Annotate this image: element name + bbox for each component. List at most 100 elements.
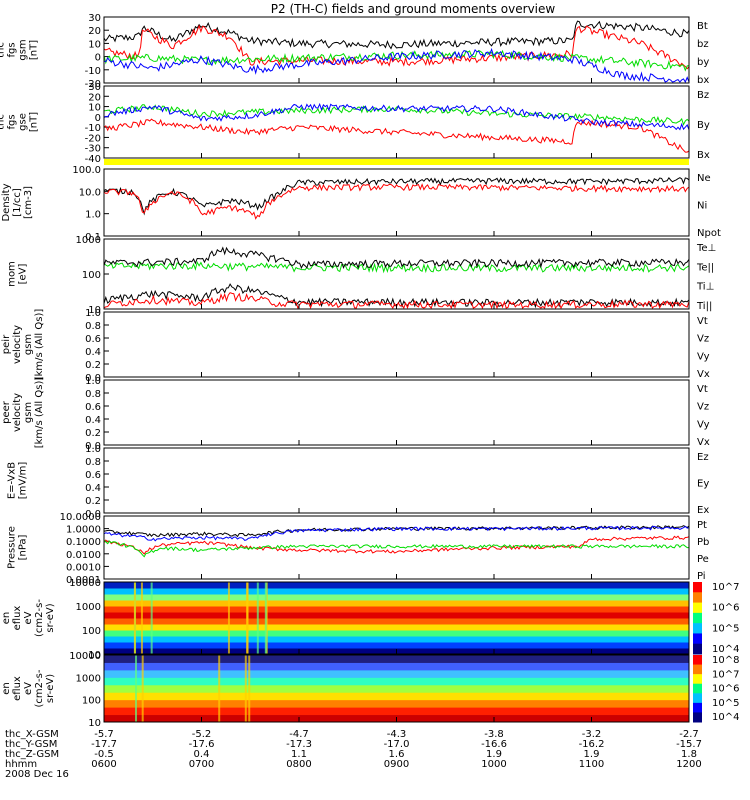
heatmap-streak	[256, 582, 259, 654]
ylabel-line: [cm-3]	[23, 186, 34, 219]
colorbar-step	[693, 633, 702, 645]
ylabel-line: thc	[0, 114, 7, 130]
legend-Te⊥: Te⊥	[696, 243, 716, 254]
ylabel: Pressure[nPa]	[7, 526, 29, 569]
ylabel-line: eV	[23, 682, 34, 695]
ytick-label: 0.6	[85, 334, 101, 345]
ytick-label: 1000	[76, 673, 101, 684]
colorbar-step	[693, 702, 702, 713]
ylabel-line: E=-VxB	[7, 462, 18, 499]
heatmap-streak	[150, 582, 153, 654]
panels: thcfgsgsm[nT]3020100-10-20Btbzbybxthcfgs…	[0, 13, 739, 729]
ytick-label: 0.1000	[66, 537, 101, 548]
panel-frame	[103, 311, 690, 378]
heatmap-streak	[133, 582, 136, 654]
ylabel-line: fgs	[7, 114, 18, 129]
ylabel-line: thc	[0, 405, 1, 421]
ytick-label: 1.0	[85, 210, 101, 221]
ylabel: thcpeervelocitygsm[km/s (All Qs)]	[0, 377, 45, 449]
ytick-label: 0.0100	[66, 550, 101, 561]
ytick-label: 1.0	[85, 376, 101, 387]
ylabel: E=-VxB[mV/m]	[7, 462, 29, 500]
time-axis-value: -4.3	[387, 729, 407, 740]
colorbar: 10^7 10^6 10^5 10^4	[693, 582, 739, 655]
legend-Ex: Ex	[697, 505, 709, 516]
ytick-label: 0.8	[85, 321, 101, 332]
legend-Pe: Pe	[697, 554, 709, 565]
time-axis-value: -3.2	[582, 729, 602, 740]
time-axis-value: 1.8	[681, 749, 697, 760]
ytick-label: -10	[85, 66, 101, 77]
panel-frame	[103, 379, 690, 446]
ylabel-line: peer	[0, 676, 1, 700]
legend-Ti||: Ti||	[696, 301, 712, 312]
legend-Vx: Vx	[697, 437, 710, 448]
ylabel-line: [km/s (All Qs)]	[34, 377, 45, 449]
heatmap-band	[104, 618, 689, 625]
ytick-label: 0.6	[85, 470, 101, 481]
heatmap-band	[104, 606, 689, 613]
colorbar-label: 10^8	[712, 655, 739, 666]
legend-Vz: Vz	[697, 334, 709, 345]
ylabel-line: peir	[1, 334, 12, 354]
ytick-label: 0.4	[85, 347, 101, 358]
time-axis: thc_X-GSM -5.7 -5.2 -4.7 -4.3 -3.8 -3.2 -2.7 thc…	[5, 729, 702, 770]
time-axis-value: 1.9	[584, 749, 600, 760]
ytick-label: -30	[85, 144, 101, 155]
time-axis-value: 1100	[579, 759, 604, 770]
panel-peir-velocity: thcpeirvelocitygsm[km/s (All Qs)] 1.0 0.8 0…	[0, 308, 710, 384]
ytick-label: 0	[95, 113, 101, 124]
ytick-label: -20	[85, 133, 101, 144]
time-axis-value: 1.9	[486, 749, 502, 760]
ytick-label: -20	[85, 79, 101, 90]
ytick-label: 30	[88, 82, 101, 93]
legend-Vz: Vz	[697, 402, 709, 413]
ylabel-line: gse	[18, 113, 29, 131]
time-axis-value: 0800	[286, 759, 311, 770]
ytick-label: 100	[82, 626, 101, 637]
series-Ne	[103, 183, 690, 220]
ytick-label: 100	[82, 696, 101, 707]
legend-Ey: Ey	[697, 479, 709, 490]
legend-Ti⊥: Ti⊥	[696, 282, 714, 293]
colorbar-label: 10^5	[712, 623, 739, 634]
time-axis-value: -0.5	[94, 749, 114, 760]
ytick-label: 0.0	[85, 509, 101, 520]
date-label: 2008 Dec 16	[5, 769, 69, 780]
heatmap-band	[104, 642, 689, 649]
legend-by: by	[697, 57, 709, 68]
colorbar-label: 10^5	[712, 698, 739, 709]
series-Pi	[103, 525, 690, 542]
series-Pe	[103, 539, 689, 558]
ylabel-line: Pressure	[7, 526, 18, 569]
legend-Bt: Bt	[697, 21, 708, 32]
ylabel-line: eflux	[12, 606, 23, 631]
heatmap-streak	[141, 655, 144, 722]
ytick-label: 10	[88, 650, 101, 661]
time-axis-value: 1200	[676, 759, 701, 770]
time-axis-row-label: thc_X-GSM	[5, 729, 59, 740]
ytick-label: 10.0	[79, 187, 101, 198]
heatmap-streak	[244, 655, 247, 722]
colorbar-step	[693, 655, 702, 666]
heatmap-band	[104, 699, 689, 708]
panel-peer-eflux: thcpeerenefluxeV(cm2-s-sr-eV) 10000 1000 10…	[0, 651, 739, 729]
heatmap-band	[104, 624, 689, 631]
time-axis-value: -4.7	[289, 729, 309, 740]
ytick-label: 10	[88, 39, 101, 50]
heatmap-streak	[248, 655, 251, 722]
ytick-label: 0.2	[85, 496, 101, 507]
series-Bx	[103, 102, 690, 131]
plot-title: P2 (TH-C) fields and ground moments over…	[271, 2, 556, 16]
legend-Vt: Vt	[697, 316, 708, 327]
ylabel-line: en	[1, 612, 12, 625]
heatmap-band	[104, 669, 689, 678]
colorbar-step	[693, 602, 702, 614]
time-axis-value: -15.7	[676, 739, 702, 750]
heatmap-band	[104, 600, 689, 607]
legend-Ni: Ni	[697, 201, 707, 212]
ylabel-line: velocity	[12, 393, 23, 432]
series-Bz	[103, 118, 690, 153]
ylabel-line: velocity	[12, 325, 23, 364]
ylabel-line: (cm2-s-	[34, 669, 45, 707]
